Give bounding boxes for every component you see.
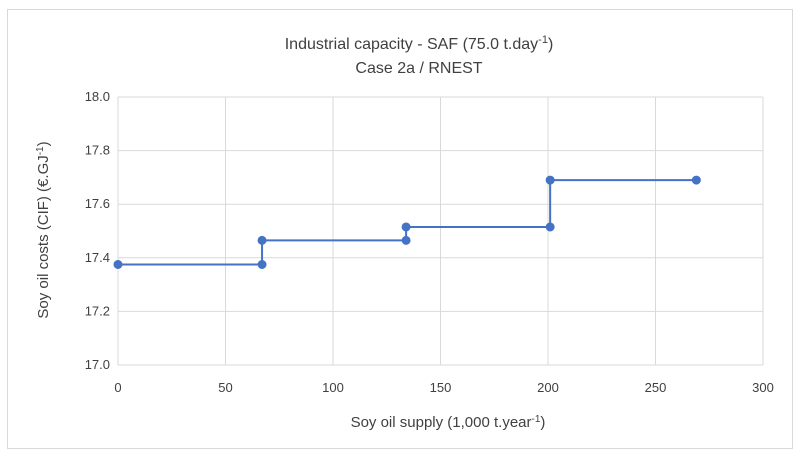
data-point	[545, 222, 555, 232]
x-tick-label: 100	[322, 380, 344, 395]
x-tick-label: 50	[218, 380, 232, 395]
y-tick-label: 18.0	[85, 89, 110, 104]
x-tick-label: 250	[645, 380, 667, 395]
y-tick-label: 17.8	[85, 143, 110, 158]
chart-title-main: Industrial capacity - SAF (75.0 t.day	[285, 36, 538, 53]
data-point	[257, 260, 267, 269]
series-group	[113, 175, 701, 269]
chart-svg: Industrial capacity - SAF (75.0 t.day-1)…	[35, 34, 774, 432]
chart-frame: Industrial capacity - SAF (75.0 t.day-1)…	[7, 9, 793, 449]
y-tick-label: 17.6	[85, 196, 110, 211]
chart-title-line2: Case 2a / RNEST	[355, 60, 482, 77]
y-tick-label: 17.0	[85, 357, 110, 372]
x-tick-label: 0	[114, 380, 121, 395]
x-axis-title-end: )	[540, 414, 545, 431]
chart-title-line1: Industrial capacity - SAF (75.0 t.day-1)	[285, 34, 554, 53]
gridlines	[117, 96, 764, 366]
x-tick-label: 150	[430, 380, 452, 395]
x-axis-title: Soy oil supply (1,000 t.year-1)	[351, 414, 546, 432]
data-point	[401, 235, 411, 245]
data-point	[113, 260, 123, 269]
x-axis-title-sup: -1	[532, 414, 541, 425]
data-point	[257, 235, 267, 245]
series-line	[118, 179, 697, 266]
y-tick-label: 17.4	[85, 250, 110, 265]
data-point	[545, 175, 555, 185]
y-tick-label: 17.2	[85, 303, 110, 318]
data-point	[401, 222, 411, 232]
x-tick-label: 300	[752, 380, 774, 395]
y-axis-title: Soy oil costs (CIF) (€.GJ-1)	[35, 141, 53, 318]
y-axis-title-sup: -1	[35, 146, 46, 155]
data-point	[691, 175, 701, 185]
chart-title-end: )	[548, 36, 553, 53]
y-axis-title-main: Soy oil costs (CIF) (€.GJ	[35, 155, 52, 318]
chart-title-sup: -1	[538, 34, 548, 46]
x-axis-title-main: Soy oil supply (1,000 t.year	[351, 414, 532, 431]
y-axis-title-end: )	[35, 141, 52, 146]
y-tick-labels: 17.0 17.2 17.4 17.6 17.8 18.0	[85, 89, 110, 372]
x-tick-labels: 0 50 100 150 200 250 300	[114, 380, 773, 395]
x-tick-label: 200	[537, 380, 559, 395]
